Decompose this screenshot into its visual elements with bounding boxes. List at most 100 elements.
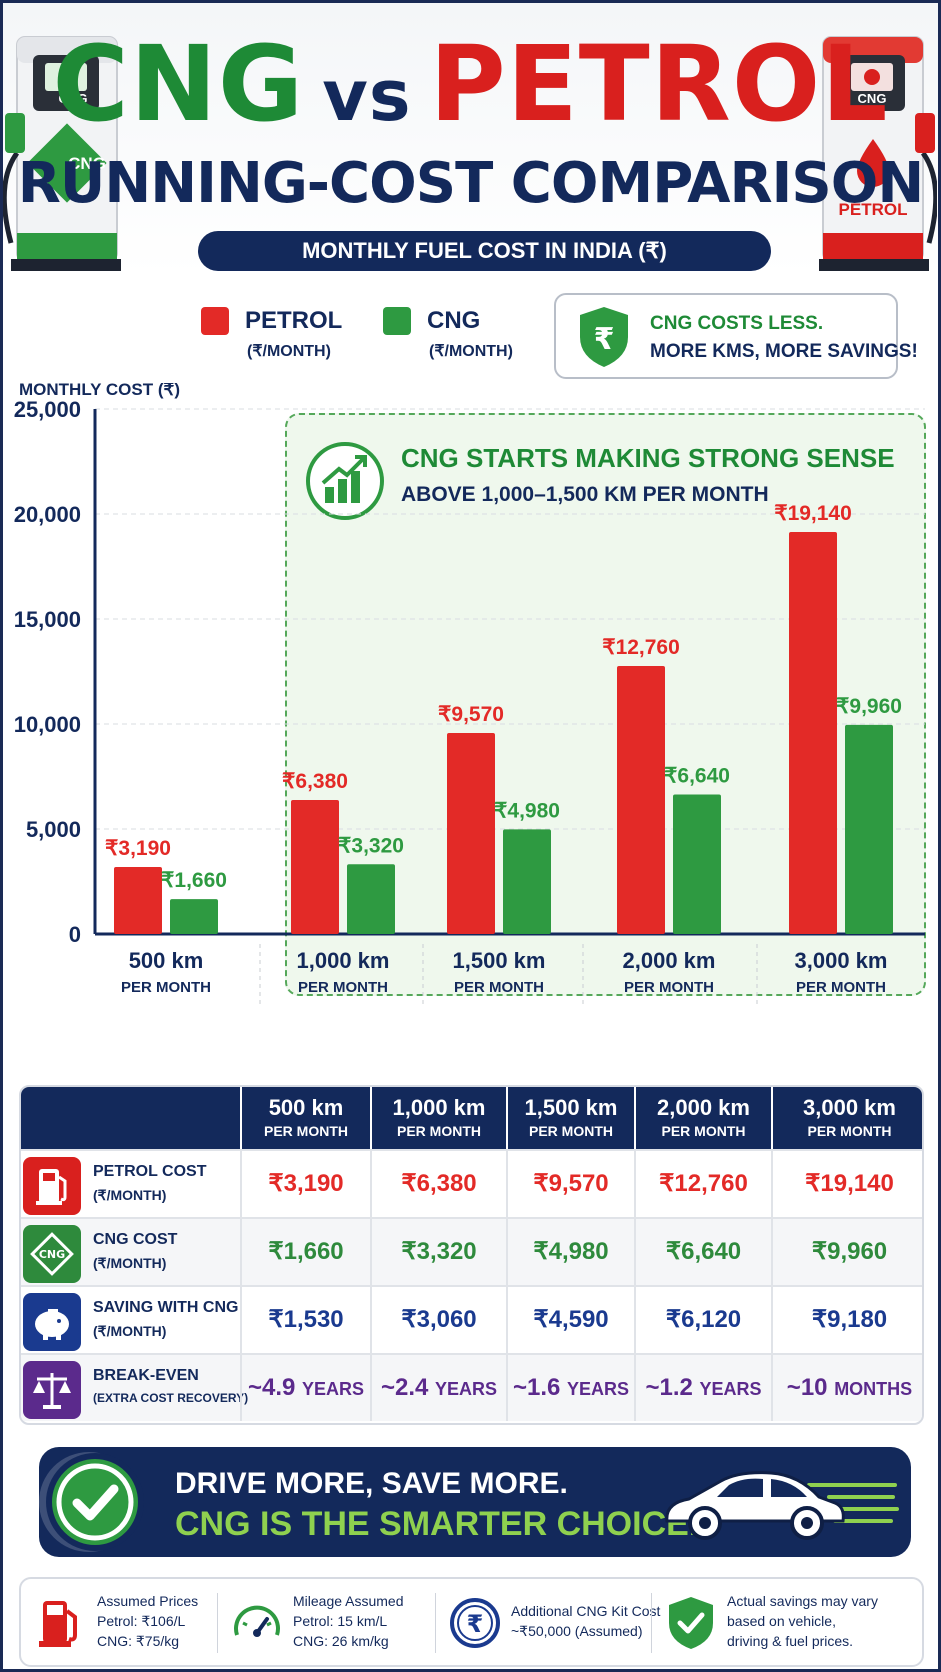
column-header-sub: PER MONTH: [807, 1123, 892, 1139]
table-cell: ~4.9 YEARS: [240, 1355, 370, 1421]
cng-bar: [845, 724, 893, 934]
banner-decoration: [39, 1452, 144, 1552]
table-column-header: 3,000 km PER MONTH: [771, 1087, 922, 1149]
break-even-number: ~1.2: [645, 1374, 700, 1401]
table-cell: ₹9,180: [771, 1287, 922, 1353]
table-cell: ₹3,320: [370, 1219, 506, 1285]
cng-bar: [347, 864, 395, 934]
footer-note-line: Petrol: 15 km/L: [293, 1613, 388, 1629]
y-tick-label: 20,000: [14, 502, 81, 527]
cng-badge-icon: CNG: [23, 1225, 81, 1283]
fuel-pump-icon: [23, 1157, 81, 1215]
x-tick-label: 3,000 km: [795, 948, 888, 973]
column-header-sub: PER MONTH: [397, 1123, 481, 1139]
break-even-unit: MONTHS: [834, 1379, 913, 1399]
footer-notes: Assumed Prices Petrol: ₹106/L CNG: ₹75/kg M…: [19, 1577, 924, 1667]
x-tick-sublabel: PER MONTH: [121, 979, 211, 996]
highlight-subtitle: ABOVE 1,000–1,500 KM PER MONTH: [401, 483, 769, 506]
footer-separator: [651, 1593, 652, 1653]
subtitle-pill: MONTHLY FUEL COST IN INDIA (₹): [198, 231, 771, 271]
pump-left-screen-label: CNG: [58, 91, 88, 106]
header: CNG CNG CNG PETROL CNG vs PETROL RUNNING-C…: [3, 3, 938, 275]
column-header-sub: PER MONTH: [661, 1123, 746, 1139]
pump-right-screen-label: CNG: [857, 91, 887, 106]
footer-note-line: Mileage Assumed: [293, 1593, 404, 1609]
table-cell: ₹3,190: [240, 1151, 370, 1217]
footer-note: Assumed Prices Petrol: ₹106/L CNG: ₹75/kg: [25, 1579, 217, 1665]
table-cell: ₹4,590: [506, 1287, 634, 1353]
cng-bar: [503, 829, 551, 934]
footer-separator: [217, 1593, 218, 1653]
break-even-number: ~4.9: [247, 1374, 303, 1401]
break-even-number: ~10: [786, 1374, 835, 1401]
row-unit: (EXTRA COST RECOVERY): [93, 1391, 249, 1405]
legend-name-petrol: PETROL: [245, 307, 343, 334]
scale-icon: [23, 1361, 81, 1419]
break-even-unit: YEARS: [302, 1379, 365, 1399]
banner-line2: CNG IS THE SMARTER CHOICE.: [175, 1505, 699, 1543]
x-tick-label: 1,000 km: [297, 948, 390, 973]
petrol-value-label: ₹12,760: [602, 636, 680, 659]
footer-note-line: CNG: 26 km/kg: [293, 1633, 389, 1649]
x-tick-sublabel: PER MONTH: [624, 979, 714, 996]
bar-chart: CNG STARTS MAKING STRONG SENSE ABOVE 1,0…: [3, 383, 938, 1063]
row-label: PETROL COST: [93, 1163, 207, 1180]
x-tick-sublabel: PER MONTH: [298, 979, 388, 996]
table-cell: ~1.6 YEARS: [506, 1355, 634, 1421]
petrol-bar: [789, 532, 837, 934]
break-even-number: ~1.6: [512, 1374, 568, 1401]
footer-note-text: Mileage Assumed Petrol: 15 km/L CNG: 26 km…: [293, 1591, 404, 1651]
car-icon: [665, 1471, 899, 1540]
column-header-km: 1,000 km: [392, 1095, 486, 1120]
table-cell: ₹1,660: [240, 1219, 370, 1285]
rupee-coin-icon: ₹: [449, 1595, 501, 1651]
highlight-title: CNG STARTS MAKING STRONG SENSE: [401, 443, 895, 473]
table-cell: ₹12,760: [634, 1151, 771, 1217]
footer-note-line: Petrol: ₹106/L: [97, 1613, 186, 1629]
speedometer-icon: [231, 1595, 283, 1651]
cng-bar: [170, 899, 218, 934]
savings-callout: ₹ CNG COSTS LESS. MORE KMS, MORE SAVINGS…: [554, 293, 918, 379]
table-cell: ₹9,570: [506, 1151, 634, 1217]
table-row: PETROL COST (₹/MONTH) ₹3,190 ₹6,380 ₹9,570 ₹1…: [21, 1149, 922, 1217]
legend-swatch-petrol: [201, 307, 229, 335]
column-header-km: 1,500 km: [524, 1095, 618, 1120]
cng-value-label: ₹1,660: [161, 869, 227, 892]
y-tick-label: 25,000: [14, 397, 81, 422]
petrol-bar: [447, 733, 495, 934]
table-column-header: 1,500 km PER MONTH: [506, 1087, 634, 1149]
row-unit: (₹/MONTH): [93, 1187, 167, 1203]
svg-text:₹: ₹: [467, 1610, 484, 1638]
legend-unit-petrol: (₹/MONTH): [247, 343, 331, 360]
svg-text:₹: ₹: [594, 322, 615, 357]
footer-note-line: CNG: ₹75/kg: [97, 1633, 180, 1649]
cng-value-label: ₹4,980: [494, 799, 560, 822]
legend-unit-cng: (₹/MONTH): [429, 343, 513, 360]
footer-note-line: driving & fuel prices.: [727, 1633, 854, 1649]
pump-right-petrol-label: PETROL: [838, 200, 908, 219]
y-tick-label: 5,000: [26, 817, 81, 842]
table-cell: ~1.2 YEARS: [634, 1355, 771, 1421]
column-header-km: 500 km: [268, 1095, 344, 1120]
y-tick-label: 10,000: [14, 712, 81, 737]
column-header-km: 3,000 km: [803, 1095, 896, 1120]
footer-note-line: ~₹50,000 (Assumed): [511, 1623, 643, 1639]
row-label: BREAK-EVEN: [93, 1367, 199, 1384]
table-column-header: 500 km PER MONTH: [240, 1087, 370, 1149]
table-row: CNG CNG COST (₹/MONTH) ₹1,660 ₹3,320 ₹4,980 ₹6…: [21, 1217, 922, 1285]
cta-banner: DRIVE MORE, SAVE MORE. CNG IS THE SMARTE…: [39, 1447, 911, 1557]
table-cell: ~2.4 YEARS: [370, 1355, 506, 1421]
cng-value-label: ₹6,640: [664, 765, 730, 788]
x-tick-label: 2,000 km: [623, 948, 716, 973]
legend-swatch-cng: [383, 307, 411, 335]
column-header-sub: PER MONTH: [529, 1123, 613, 1139]
title-vs: vs: [322, 55, 412, 137]
x-tick-label: 1,500 km: [453, 948, 546, 973]
y-axis-label: MONTHLY COST (₹): [19, 383, 180, 399]
footer-separator: [435, 1593, 436, 1653]
footer-note: Mileage Assumed Petrol: 15 km/L CNG: 26 km…: [221, 1579, 435, 1665]
table-header: 500 km PER MONTH 1,000 km PER MONTH 1,500 km…: [21, 1087, 922, 1149]
footer-note: ₹ Additional CNG Kit Cost ~₹50,000 (Assume…: [439, 1579, 660, 1665]
table-column-header: 1,000 km PER MONTH: [370, 1087, 506, 1149]
